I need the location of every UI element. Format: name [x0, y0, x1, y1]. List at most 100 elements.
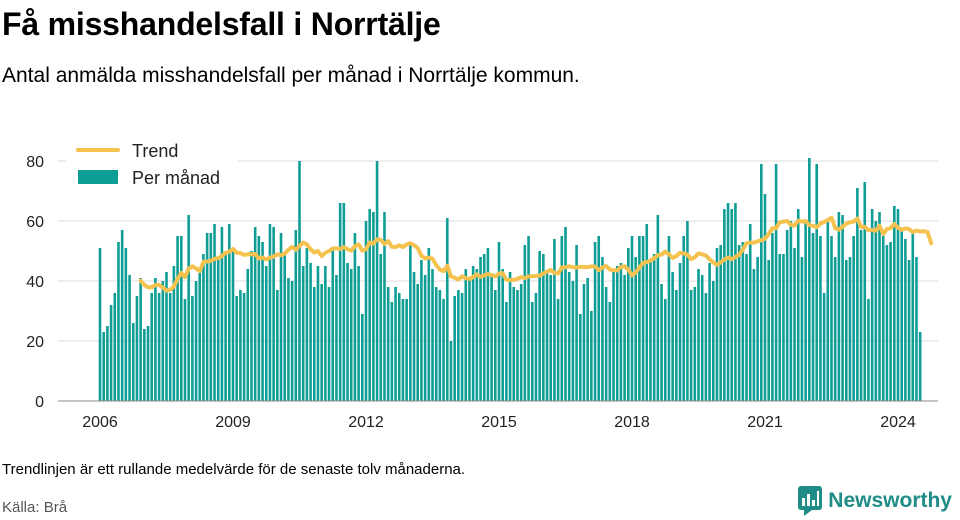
bar	[693, 287, 697, 401]
bar	[811, 233, 815, 401]
bar	[619, 263, 623, 401]
x-axis-labels: 2006 2009 2012 2015 2018 2021 2024	[82, 414, 916, 431]
bar	[213, 224, 216, 401]
bar	[612, 272, 615, 401]
bar	[911, 230, 915, 401]
bar	[800, 257, 804, 401]
brand-logo: Newsworthy	[798, 486, 952, 516]
bar	[844, 260, 848, 401]
bar	[98, 248, 102, 401]
bar	[131, 323, 135, 401]
bar	[542, 254, 545, 401]
legend: Trend Per månad	[66, 138, 238, 194]
bar	[268, 224, 272, 401]
bar	[870, 209, 874, 401]
bar	[143, 329, 146, 401]
bar	[660, 284, 663, 401]
x-tick-label: 2006	[82, 414, 118, 431]
bar	[250, 251, 253, 401]
bar	[416, 284, 420, 401]
bar	[397, 293, 401, 401]
bar	[904, 239, 907, 401]
bar	[475, 269, 479, 401]
bar	[608, 302, 612, 401]
bar	[412, 272, 416, 401]
bar	[327, 287, 331, 401]
bar	[741, 242, 745, 401]
bar	[209, 233, 213, 401]
y-tick-label: 80	[26, 154, 44, 171]
bar	[372, 212, 375, 401]
bar	[830, 236, 833, 401]
bar	[106, 326, 109, 401]
bar	[409, 242, 412, 401]
bar	[191, 296, 194, 401]
bar	[545, 272, 549, 401]
bar	[202, 254, 205, 401]
bar	[634, 257, 637, 401]
bar	[671, 272, 674, 401]
bar	[715, 248, 719, 401]
x-tick-label: 2021	[747, 414, 783, 431]
bar	[582, 284, 586, 401]
bar	[726, 203, 730, 401]
bar	[120, 230, 124, 401]
bar	[357, 266, 360, 401]
bar	[667, 236, 671, 401]
bar	[449, 341, 453, 401]
bar	[298, 161, 301, 401]
bar	[261, 242, 264, 401]
bar	[737, 245, 741, 401]
bar	[575, 245, 578, 401]
x-tick-label: 2024	[880, 414, 916, 431]
bar	[652, 254, 656, 401]
bar	[423, 275, 427, 401]
bar	[434, 287, 438, 401]
bar	[785, 230, 789, 401]
footnote: Trendlinjen är ett rullande medelvärde f…	[2, 461, 466, 478]
bar	[915, 257, 918, 401]
bar	[349, 269, 353, 401]
bar	[379, 254, 383, 401]
bar	[819, 236, 822, 401]
bar	[320, 284, 323, 401]
bar	[168, 293, 172, 401]
bar	[837, 212, 841, 401]
chart-title: Få misshandelsfall i Norrtälje	[2, 6, 441, 42]
bar	[778, 254, 782, 401]
bar	[530, 302, 534, 401]
bar	[556, 299, 560, 401]
bar	[427, 248, 431, 401]
bar	[279, 233, 283, 401]
bar	[796, 209, 800, 401]
bar	[774, 164, 778, 401]
bar	[361, 314, 364, 401]
x-tick-label: 2015	[481, 414, 517, 431]
bar	[878, 212, 881, 401]
bar	[220, 227, 224, 401]
bar	[146, 326, 150, 401]
bar	[549, 275, 553, 401]
bar	[645, 224, 649, 401]
bar	[793, 248, 796, 401]
bar	[527, 236, 530, 401]
bar	[113, 293, 117, 401]
bar	[394, 287, 397, 401]
bar	[841, 215, 844, 401]
bars-per-month	[98, 158, 922, 401]
bar	[431, 269, 434, 401]
bar-line-chart: 0 20 40 60 80 2006 2009 2012 2015 2018 2021 2024 T…	[26, 138, 938, 431]
bar	[228, 224, 231, 401]
bar	[833, 257, 837, 401]
bar	[896, 209, 900, 401]
bar	[290, 281, 294, 401]
bar	[486, 248, 490, 401]
bar	[734, 203, 737, 401]
bar	[804, 221, 807, 401]
bar	[697, 269, 700, 401]
bar	[752, 269, 756, 401]
bar	[815, 164, 819, 401]
bar	[893, 206, 896, 401]
bar	[682, 236, 686, 401]
bar	[560, 236, 564, 401]
